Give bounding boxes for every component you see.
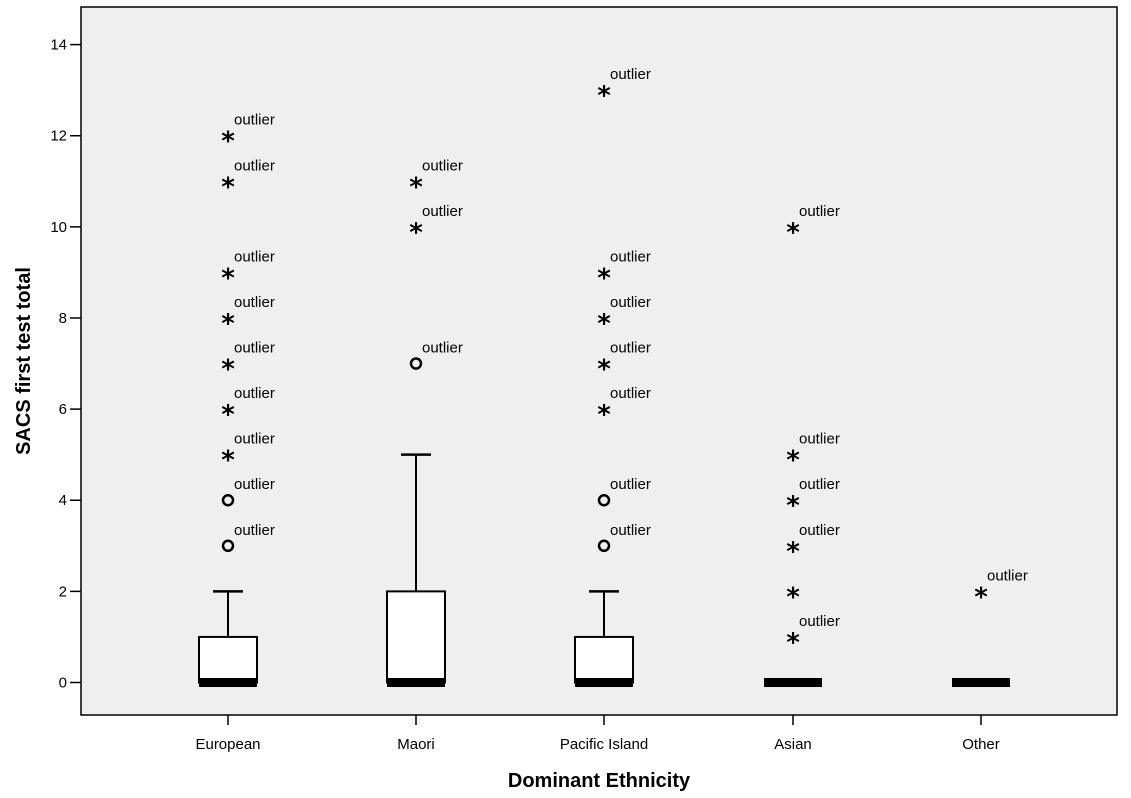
median-line xyxy=(952,678,1010,687)
outlier-label: outlier xyxy=(799,476,840,493)
y-tick-label: 14 xyxy=(50,37,67,54)
y-tick-label: 0 xyxy=(59,675,67,692)
box-european xyxy=(198,590,258,687)
y-axis-title: SACS first test total xyxy=(13,267,35,455)
box-rect xyxy=(198,635,258,684)
outlier-label: outlier xyxy=(234,294,275,311)
box-rect xyxy=(386,590,446,684)
outlier-star: * xyxy=(221,309,235,339)
outlier-star: * xyxy=(221,127,235,157)
outlier-star: * xyxy=(597,400,611,430)
outlier-label: outlier xyxy=(799,431,840,448)
y-tick-label: 12 xyxy=(50,128,67,145)
x-tick-label: European xyxy=(195,736,260,753)
outlier-star: * xyxy=(786,628,800,658)
box-maori xyxy=(386,453,446,687)
y-axis: 0 2 4 6 8 10 12 14 xyxy=(50,37,81,692)
outlier-label: outlier xyxy=(610,294,651,311)
outlier-circle xyxy=(221,539,235,553)
outlier-star: * xyxy=(786,491,800,521)
outlier-label: outlier xyxy=(799,203,840,220)
outlier-star: * xyxy=(221,263,235,293)
x-axis: European Maori Pacific Island Asian Other xyxy=(195,715,1000,753)
outlier-star: * xyxy=(221,446,235,476)
box-other xyxy=(952,678,1010,687)
y-tick-label: 6 xyxy=(59,401,67,418)
outlier-star: * xyxy=(786,582,800,612)
outlier-label: outlier xyxy=(610,248,651,265)
median-line xyxy=(764,678,822,687)
outlier-star: * xyxy=(221,355,235,385)
x-axis-title: Dominant Ethnicity xyxy=(508,770,691,792)
y-tick-label: 8 xyxy=(59,310,67,327)
outlier-star: * xyxy=(409,218,423,248)
outlier-label: outlier xyxy=(422,203,463,220)
outlier-star: * xyxy=(597,309,611,339)
box-asian xyxy=(764,678,822,687)
outlier-label: outlier xyxy=(610,66,651,83)
plot-area xyxy=(80,6,1118,716)
outlier-label: outlier xyxy=(799,522,840,539)
outlier-label: outlier xyxy=(234,340,275,357)
outlier-star: * xyxy=(974,582,988,612)
outlier-star: * xyxy=(221,172,235,202)
y-tick-label: 2 xyxy=(59,583,67,600)
outlier-label: outlier xyxy=(610,476,651,493)
outlier-label: outlier xyxy=(422,340,463,357)
outlier-label: outlier xyxy=(234,522,275,539)
outlier-label: outlier xyxy=(610,522,651,539)
median-line xyxy=(199,678,257,687)
outlier-label: outlier xyxy=(799,613,840,630)
box-rect xyxy=(574,635,634,684)
outlier-circle xyxy=(221,493,235,507)
outlier-star: * xyxy=(221,400,235,430)
outlier-label: outlier xyxy=(422,157,463,174)
outlier-star: * xyxy=(786,218,800,248)
median-line xyxy=(387,678,445,687)
x-tick-label: Maori xyxy=(397,736,435,753)
outlier-label: outlier xyxy=(987,567,1028,584)
outlier-star: * xyxy=(597,263,611,293)
x-tick-label: Other xyxy=(962,736,1000,753)
boxes xyxy=(198,453,1010,687)
outlier-circle xyxy=(597,493,611,507)
outlier-circle xyxy=(597,539,611,553)
outlier-label: outlier xyxy=(234,385,275,402)
outlier-star: * xyxy=(786,446,800,476)
outlier-star: * xyxy=(786,537,800,567)
x-tick-label: Asian xyxy=(774,736,812,753)
outlier-star: * xyxy=(597,81,611,111)
y-tick-label: 4 xyxy=(59,492,67,509)
y-tick-label: 10 xyxy=(50,219,67,236)
x-tick-label: Pacific Island xyxy=(560,736,648,753)
median-line xyxy=(575,678,633,687)
outlier-star: * xyxy=(597,355,611,385)
outlier-label: outlier xyxy=(234,112,275,129)
outlier-label: outlier xyxy=(610,385,651,402)
outlier-label: outlier xyxy=(234,476,275,493)
outlier-label: outlier xyxy=(234,248,275,265)
outlier-circle xyxy=(409,357,423,370)
outlier-label: outlier xyxy=(610,340,651,357)
outlier-star: * xyxy=(409,172,423,202)
outliers: outlieroutlier*outlier*outlier*outlier*o… xyxy=(221,66,1028,658)
box-pacific-island xyxy=(574,590,634,687)
outlier-label: outlier xyxy=(234,157,275,174)
outlier-label: outlier xyxy=(234,431,275,448)
